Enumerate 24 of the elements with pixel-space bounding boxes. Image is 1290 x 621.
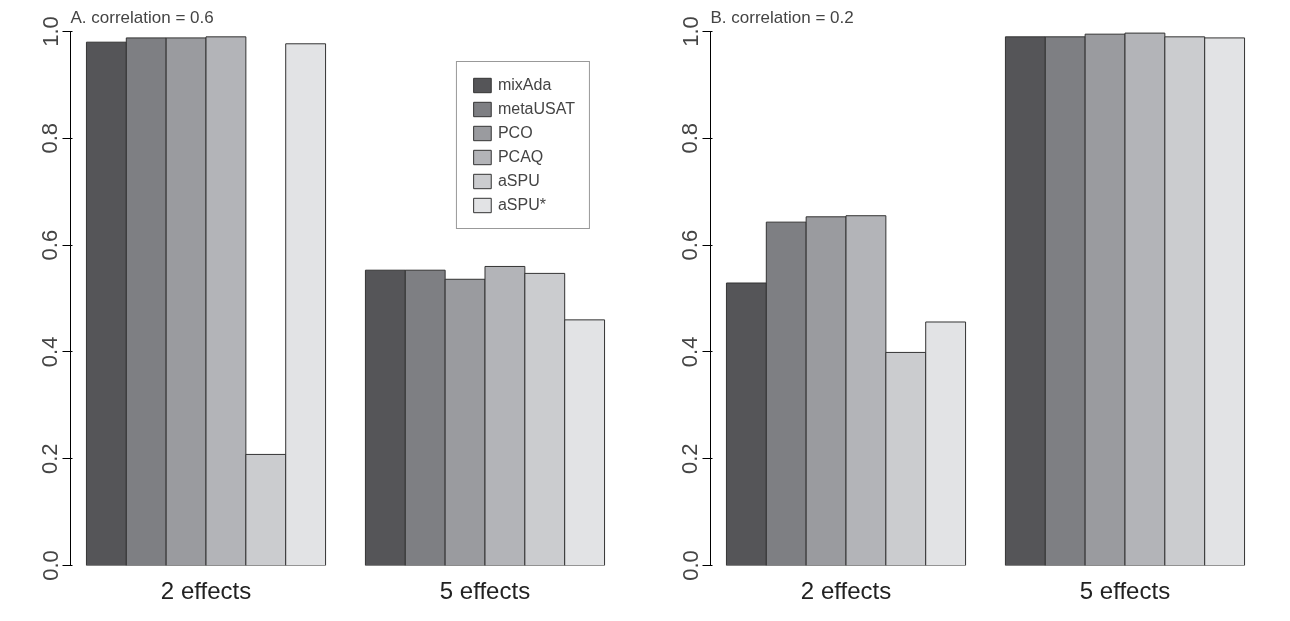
y-tick-label: 0.6 [677, 229, 703, 261]
legend-label: mixAda [497, 76, 552, 94]
x-tick-label: 5 effects [439, 576, 531, 604]
y-tick-label: 1.0 [677, 16, 703, 47]
x-tick-label: 2 effects [160, 576, 252, 604]
legend-label: aSPU* [497, 196, 546, 214]
y-tick-label: 0.2 [677, 443, 703, 474]
y-tick-label: 0.2 [37, 443, 63, 474]
chart-title: B. correlation = 0.2 [710, 7, 854, 27]
legend-label: PCO [497, 124, 533, 142]
chart-title: A. correlation = 0.6 [70, 7, 214, 27]
x-tick-label: 5 effects [1079, 576, 1171, 604]
legend-label: aSPU [497, 172, 540, 190]
y-tick-label: 1.0 [37, 16, 63, 47]
legend-label: metaUSAT [497, 100, 575, 118]
y-tick-label: 0.6 [37, 229, 63, 261]
y-tick-label: 0.4 [677, 336, 703, 368]
legend-label: PCAQ [497, 148, 544, 166]
y-tick-label: 0.4 [37, 336, 63, 368]
y-tick-label: 0.0 [677, 550, 703, 581]
x-tick-label: 2 effects [800, 576, 892, 604]
y-tick-label: 0.0 [37, 550, 63, 581]
y-tick-label: 0.8 [677, 123, 703, 154]
y-tick-label: 0.8 [37, 123, 63, 154]
